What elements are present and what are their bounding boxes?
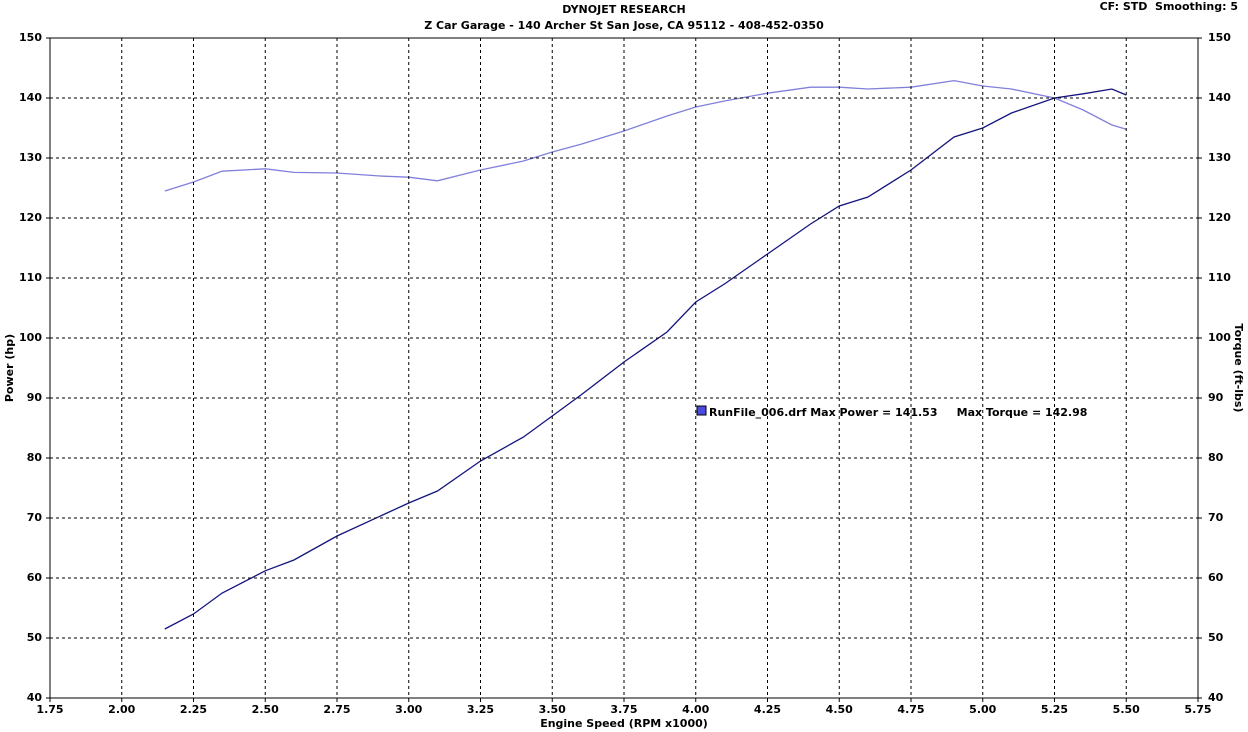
x-tick-label: 5.25 [1041,703,1068,716]
y-tick-label: 80 [27,451,43,464]
x-tick-label: 4.25 [754,703,781,716]
y-tick-label: 70 [27,511,43,524]
x-axis-label: Engine Speed (RPM x1000) [540,717,708,730]
y2-tick-label: 60 [1208,571,1224,584]
x-tick-label: 5.00 [969,703,996,716]
x-tick-label: 4.75 [897,703,924,716]
settings-text: CF: STD Smoothing: 5 [1100,0,1238,13]
y-tick-label: 60 [27,571,43,584]
x-tick-label: 2.25 [180,703,207,716]
y2-axis-label: Torque (ft-lbs) [1232,324,1245,413]
x-tick-label: 2.75 [323,703,350,716]
y-tick-label: 120 [19,211,42,224]
annotation: RunFile_006.drf Max Power = 141.53 Max T… [709,406,1087,419]
y2-tick-label: 150 [1208,31,1231,44]
y2-tick-label: 50 [1208,631,1224,644]
y-tick-label: 140 [19,91,42,104]
y2-tick-label: 40 [1208,691,1224,704]
y-tick-label: 50 [27,631,43,644]
series-line [164,79,1127,192]
chart-title: DYNOJET RESEARCH [562,3,685,16]
x-tick-label: 5.50 [1113,703,1140,716]
y2-tick-label: 100 [1208,331,1231,344]
x-tick-label: 4.50 [826,703,853,716]
y-tick-label: 150 [19,31,42,44]
y-tick-label: 90 [27,391,43,404]
x-tick-label: 2.50 [252,703,279,716]
y2-tick-label: 120 [1208,211,1231,224]
x-tick-label: 2.00 [108,703,135,716]
series-line [164,88,1127,630]
y-tick-label: 110 [19,271,42,284]
x-tick-label: 3.75 [610,703,637,716]
legend-marker [696,405,707,416]
y-tick-label: 100 [19,331,42,344]
x-tick-label: 1.75 [36,703,63,716]
x-tick-label: 5.75 [1184,703,1211,716]
x-tick-label: 4.00 [682,703,709,716]
y2-tick-label: 140 [1208,91,1231,104]
y-tick-label: 40 [27,691,43,704]
chart-subtitle: Z Car Garage - 140 Archer St San Jose, C… [424,19,824,32]
x-tick-label: 3.00 [395,703,422,716]
y2-tick-label: 70 [1208,511,1224,524]
y2-tick-label: 130 [1208,151,1231,164]
y-tick-label: 130 [19,151,42,164]
y2-tick-label: 90 [1208,391,1224,404]
y2-tick-label: 80 [1208,451,1224,464]
y2-tick-label: 110 [1208,271,1231,284]
x-tick-label: 3.25 [467,703,494,716]
y-axis-label: Power (hp) [3,334,16,402]
x-tick-label: 3.50 [539,703,566,716]
